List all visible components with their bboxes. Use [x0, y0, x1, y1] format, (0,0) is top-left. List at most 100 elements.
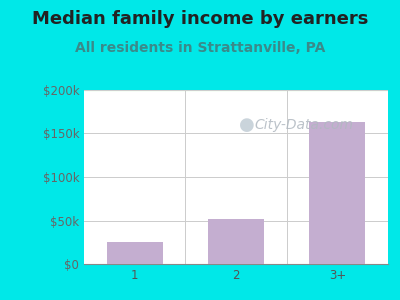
Bar — [84, 91, 388, 92]
Bar — [84, 90, 388, 91]
Bar — [84, 91, 388, 92]
Bar — [84, 90, 388, 91]
Bar — [84, 90, 388, 91]
Bar — [84, 91, 388, 92]
Bar — [84, 91, 388, 92]
Bar — [84, 90, 388, 91]
Bar — [84, 90, 388, 91]
Bar — [84, 90, 388, 91]
Bar — [84, 90, 388, 91]
Bar — [84, 91, 388, 92]
Bar — [84, 91, 388, 92]
Bar — [84, 90, 388, 91]
Bar — [84, 90, 388, 91]
Bar — [84, 90, 388, 91]
Bar — [84, 90, 388, 91]
Bar — [84, 91, 388, 92]
Bar — [84, 90, 388, 91]
Bar — [84, 91, 388, 92]
Bar — [84, 91, 388, 92]
Bar — [84, 90, 388, 91]
Bar — [84, 90, 388, 91]
Text: City-Data.com: City-Data.com — [254, 118, 353, 132]
Bar — [84, 90, 388, 91]
Bar — [84, 90, 388, 91]
Bar — [84, 91, 388, 92]
Bar — [84, 90, 388, 91]
Bar — [84, 90, 388, 91]
Bar — [84, 91, 388, 92]
Text: All residents in Strattanville, PA: All residents in Strattanville, PA — [75, 40, 325, 55]
Bar — [84, 90, 388, 91]
Bar — [84, 90, 388, 91]
Bar — [84, 91, 388, 92]
Bar — [84, 91, 388, 92]
Bar — [84, 91, 388, 92]
Bar — [84, 91, 388, 92]
Bar — [84, 90, 388, 91]
Bar — [84, 90, 388, 91]
Bar — [84, 91, 388, 92]
Bar — [84, 91, 388, 92]
Bar — [84, 90, 388, 91]
Bar — [84, 90, 388, 91]
Bar — [84, 91, 388, 92]
Bar — [84, 90, 388, 91]
Bar — [84, 91, 388, 92]
Bar — [84, 91, 388, 92]
Bar — [84, 90, 388, 91]
Bar — [84, 90, 388, 91]
Bar — [84, 90, 388, 91]
Bar — [84, 90, 388, 91]
Bar — [84, 90, 388, 91]
Bar — [84, 90, 388, 91]
Bar — [84, 91, 388, 92]
Text: Median family income by earners: Median family income by earners — [32, 11, 368, 28]
Bar — [84, 90, 388, 91]
Bar — [84, 91, 388, 92]
Bar — [84, 91, 388, 92]
Bar — [84, 91, 388, 92]
Bar — [84, 90, 388, 91]
Bar — [310, 122, 365, 264]
Bar — [84, 90, 388, 91]
Bar — [84, 90, 388, 91]
Bar — [84, 90, 388, 91]
Bar — [84, 90, 388, 91]
Bar — [84, 91, 388, 92]
Bar — [84, 90, 388, 91]
Bar — [84, 91, 388, 92]
Bar — [84, 91, 388, 92]
Bar — [84, 90, 388, 91]
Bar — [84, 91, 388, 92]
Bar — [84, 91, 388, 92]
Bar — [84, 91, 388, 92]
Bar — [84, 90, 388, 91]
Bar — [84, 90, 388, 91]
Bar — [84, 91, 388, 92]
Bar — [84, 90, 388, 91]
Bar — [84, 91, 388, 92]
Bar — [84, 91, 388, 92]
Bar — [84, 91, 388, 92]
Bar — [84, 90, 388, 91]
Bar — [84, 91, 388, 92]
Bar — [84, 90, 388, 91]
Bar — [84, 91, 388, 92]
Bar — [84, 90, 388, 91]
Bar — [84, 91, 388, 92]
Bar — [208, 219, 264, 264]
Bar — [84, 91, 388, 92]
Bar — [84, 90, 388, 91]
Bar — [84, 91, 388, 92]
Bar — [84, 90, 388, 91]
Bar — [84, 90, 388, 91]
Bar — [84, 91, 388, 92]
Bar — [84, 91, 388, 92]
Bar — [84, 90, 388, 91]
Bar — [84, 90, 388, 91]
Bar — [84, 90, 388, 91]
Bar — [84, 90, 388, 91]
Bar — [84, 91, 388, 92]
Bar — [84, 90, 388, 91]
